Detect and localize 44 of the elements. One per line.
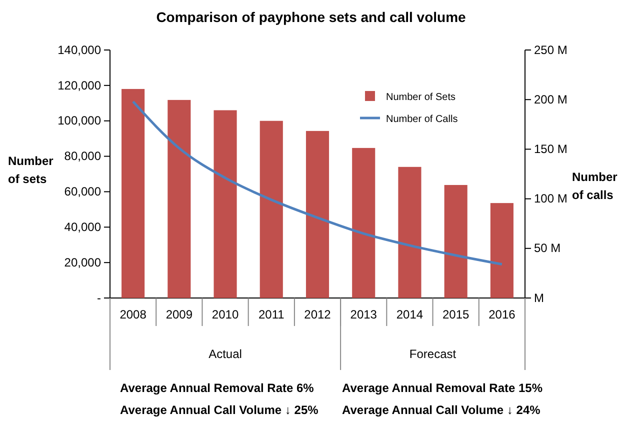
text: Average Annual Removal Rate 6% [120, 381, 314, 395]
y-tick-label: 120,000 [58, 78, 102, 92]
text: Actual [208, 347, 242, 361]
y2-tick-label: 150 M [534, 142, 568, 156]
y-tick-label: 140,000 [58, 42, 102, 57]
x-tick-label: 2008 [120, 308, 147, 322]
x-tick-label: 2009 [166, 308, 193, 322]
x-tick-label: 2016 [488, 308, 516, 322]
text: Average Annual Call Volume ↓ 24% [342, 403, 541, 417]
y2-tick-label: 100 M [534, 192, 568, 206]
bar [352, 148, 376, 298]
x-tick-label: 2015 [442, 308, 470, 322]
text: Average Annual Call Volume ↓ 25% [120, 403, 319, 417]
y2-tick-label: 250 M [534, 42, 568, 57]
y2-tick-label: 50 M [534, 241, 561, 256]
x-tick-label: 2013 [350, 308, 378, 322]
line-series [132, 100, 504, 266]
bar [306, 130, 330, 298]
y-tick-label: - [97, 290, 101, 305]
y-tick-label: 100,000 [58, 114, 102, 128]
x-tick-label: 2011 [258, 308, 285, 322]
y-axis-title: Number of sets [8, 154, 54, 186]
text: Forecast [409, 347, 457, 361]
bar [260, 120, 283, 298]
bar [490, 203, 514, 298]
y2-tick-label: M [534, 290, 544, 305]
bar [444, 184, 468, 298]
x-tick-label: 2014 [396, 308, 424, 322]
y-tick-label: 60,000 [64, 184, 102, 199]
legend-label: Number of Sets [386, 92, 456, 103]
y-tick-label: 20,000 [64, 255, 102, 270]
bar [122, 88, 145, 298]
text: Average Annual Removal Rate 15% [342, 381, 543, 395]
y-tick-label: 80,000 [64, 149, 102, 164]
bar [214, 110, 237, 298]
y2-axis-title: Number of calls [572, 170, 618, 202]
bar [398, 166, 422, 298]
legend-label: Number of Calls [386, 114, 458, 125]
chart-title: Comparison of payphone sets and call volume [156, 9, 466, 25]
y-tick-label: 40,000 [64, 220, 102, 234]
x-tick-label: 2012 [304, 308, 332, 322]
x-tick-label: 2010 [212, 308, 239, 322]
y2-tick-label: 200 M [534, 92, 568, 106]
bar [168, 100, 191, 298]
